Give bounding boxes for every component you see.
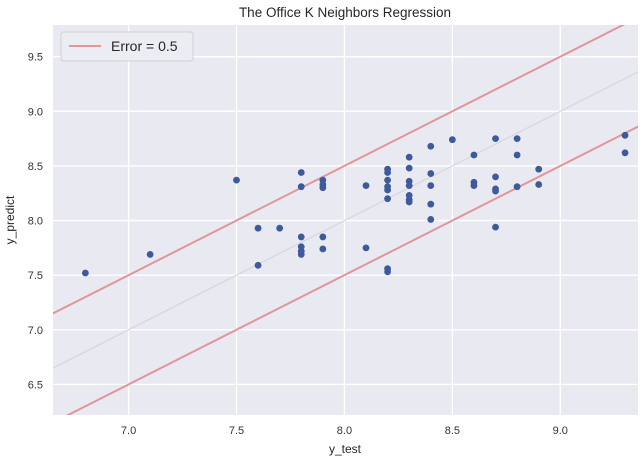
data-point — [492, 173, 499, 181]
data-point — [427, 182, 435, 189]
data-point — [448, 136, 456, 144]
data-point — [319, 245, 327, 253]
data-point — [405, 164, 413, 172]
upper-error-line — [53, 25, 626, 315]
y-axis-ticks: 6.5 7.0 7.5 8.0 8.5 9.0 9.5 — [28, 52, 43, 392]
data-point — [492, 187, 499, 195]
data-point — [276, 224, 284, 232]
data-point — [384, 169, 391, 176]
data-point — [319, 233, 327, 241]
data-point — [297, 233, 305, 241]
y-tick-label: 9.5 — [28, 52, 43, 64]
data-point — [362, 244, 370, 252]
data-point — [513, 151, 521, 159]
y-tick-label: 9.0 — [28, 106, 43, 118]
data-point — [384, 176, 391, 184]
data-point — [427, 200, 435, 208]
x-axis-label: y_test — [329, 442, 362, 456]
x-tick-label: 8.0 — [337, 425, 352, 437]
data-point — [297, 169, 305, 176]
chart-title: The Office K Neighbors Regression — [239, 5, 451, 20]
data-point — [470, 151, 478, 159]
data-point — [513, 135, 521, 143]
data-point — [405, 153, 413, 161]
x-tick-label: 7.5 — [229, 425, 244, 437]
x-tick-label: 9.0 — [553, 425, 568, 437]
legend-label: Error = 0.5 — [111, 38, 178, 54]
data-point — [81, 269, 89, 277]
data-point — [297, 251, 305, 258]
data-point — [319, 184, 327, 192]
data-point — [427, 142, 435, 150]
data-point — [513, 183, 521, 191]
y-tick-label: 6.5 — [28, 379, 43, 391]
data-point — [362, 182, 370, 189]
y-tick-label: 7.0 — [28, 325, 43, 337]
y-axis-label: y_predict — [3, 195, 17, 244]
data-point — [405, 182, 413, 189]
data-point — [621, 131, 629, 139]
y-tick-label: 7.5 — [28, 270, 43, 282]
legend-box — [60, 31, 194, 62]
data-point — [535, 181, 543, 188]
data-point — [492, 223, 499, 231]
y-tick-label: 8.0 — [28, 216, 43, 228]
data-point — [427, 216, 435, 223]
data-point — [621, 149, 629, 157]
data-point — [254, 261, 262, 269]
data-point — [297, 183, 305, 191]
data-point — [233, 176, 240, 184]
lower-error-line — [65, 125, 638, 415]
x-axis-ticks: 7.0 7.5 8.0 8.5 9.0 — [121, 425, 568, 437]
data-point — [492, 135, 499, 143]
y-tick-label: 8.5 — [28, 161, 43, 173]
data-point — [254, 224, 262, 232]
data-points — [81, 131, 629, 277]
data-point — [470, 182, 478, 189]
data-point — [384, 268, 391, 276]
data-point — [384, 195, 391, 203]
data-point — [384, 186, 391, 194]
x-tick-label: 8.5 — [445, 425, 460, 437]
data-point — [146, 251, 154, 258]
legend: Error = 0.5 — [60, 31, 194, 62]
data-point — [427, 170, 435, 177]
x-tick-label: 7.0 — [121, 425, 136, 437]
data-point — [405, 198, 413, 206]
data-point — [535, 165, 543, 173]
